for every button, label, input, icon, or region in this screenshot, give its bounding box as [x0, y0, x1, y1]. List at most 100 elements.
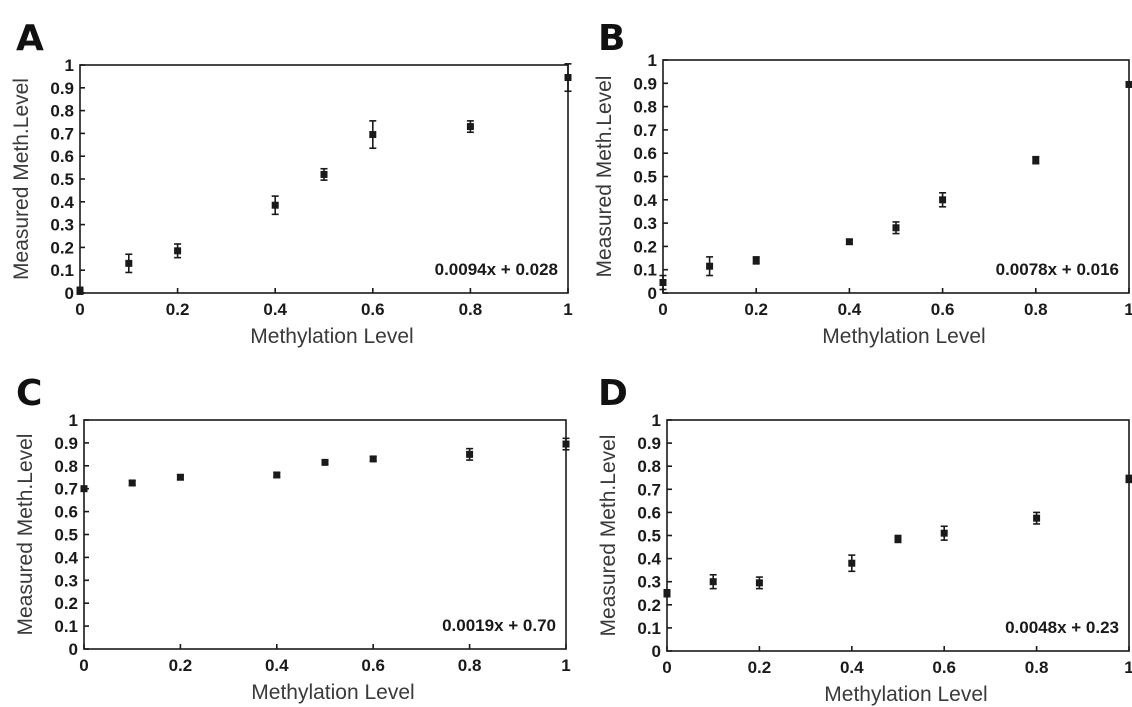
point-marker	[273, 471, 281, 479]
y-tick-label: 0.3	[50, 216, 74, 235]
data-point	[848, 554, 856, 573]
x-tick-label: 0.8	[458, 656, 482, 675]
y-tick-label: 0.5	[633, 168, 657, 187]
y-axis-label: Measured Meth.Level	[14, 434, 37, 636]
x-axis-label: Methylation Level	[822, 325, 985, 348]
data-point	[894, 534, 902, 544]
point-marker	[76, 287, 84, 295]
panel-a: A 0 0.1 0.2 0.3 0.4 0.5 0.6 0.7 0.8 0.9 1 0 0.2 0.4 0.6…	[10, 18, 573, 348]
panel-d: D 0 0.1 0.2 0.3 0.4 0.5 0.6 0.7 0.8 0.9 1 0 0.2 0.4 0.6…	[597, 373, 1132, 706]
y-tick-label: 0.8	[50, 102, 74, 121]
x-tick-label: 0.4	[840, 658, 864, 677]
x-tick-label: 0.6	[361, 656, 385, 675]
x-tick-label: 0.2	[166, 300, 190, 319]
y-tick-label: 0.6	[50, 147, 74, 166]
x-tick-label: 0.8	[1024, 300, 1048, 319]
y-tick-label: 0	[69, 640, 78, 659]
y-tick-label: 0.4	[637, 550, 661, 569]
data-point	[125, 253, 133, 274]
y-tick-label: 0.7	[54, 480, 78, 499]
y-tick-label: 0.6	[54, 503, 78, 522]
x-axis-label: Methylation Level	[824, 683, 987, 706]
point-marker	[1032, 156, 1040, 164]
data-point	[80, 485, 88, 493]
y-tick-label: 0.3	[633, 214, 657, 233]
y-tick-label: 0.8	[637, 457, 661, 476]
panel-c: C 0 0.1 0.2 0.3 0.4 0.5 0.6 0.7 0.8 0.9 1 0 0.2 0.4 0.6…	[14, 373, 571, 704]
x-tick-label: 0.8	[1025, 658, 1049, 677]
x-tick-label: 0.8	[459, 300, 483, 319]
y-tick-label: 0.6	[637, 503, 661, 522]
panel-b: B 0 0.1 0.2 0.3 0.4 0.5 0.6 0.7 0.8 0.9 1 0 0.2 0.4 0.6…	[593, 18, 1132, 348]
point-marker	[892, 224, 900, 232]
y-tick-label: 0.8	[633, 98, 657, 117]
data-point	[1125, 80, 1132, 88]
x-tick-label: 1	[1124, 658, 1132, 677]
point-marker	[752, 256, 760, 264]
x-tick-label: 0.4	[263, 300, 287, 319]
data-point	[709, 573, 717, 590]
y-tick-label: 1	[65, 56, 74, 75]
y-tick-label: 0.7	[633, 121, 657, 140]
y-tick-label: 1	[652, 411, 661, 430]
data-point	[663, 588, 671, 598]
y-tick-label: 0.5	[50, 170, 74, 189]
data-point	[845, 238, 853, 246]
x-tick-label: 1	[561, 656, 570, 675]
panel-label: D	[598, 373, 628, 414]
y-axis-label: Measured Meth.Level	[10, 78, 33, 280]
x-tick-label: 0.6	[361, 300, 385, 319]
y-tick-label: 0.1	[633, 261, 657, 280]
y-tick-label: 1	[69, 411, 78, 430]
plot-frame	[83, 419, 567, 650]
point-marker	[845, 238, 853, 246]
y-tick-label: 0.5	[54, 526, 78, 545]
point-marker	[894, 535, 902, 543]
y-tick-label: 0	[65, 284, 74, 303]
point-marker	[940, 529, 948, 537]
y-tick-label: 0.5	[637, 527, 661, 546]
y-tick-label: 0.9	[54, 434, 78, 453]
y-axis-label: Measured Meth.Level	[593, 76, 616, 278]
x-tick-label: 0.2	[169, 656, 193, 675]
y-tick-label: 0.9	[633, 74, 657, 93]
x-tick-label: 0.4	[265, 656, 289, 675]
point-marker	[466, 123, 474, 131]
point-marker	[321, 458, 329, 466]
data-point	[369, 120, 377, 150]
y-tick-label: 0.6	[633, 144, 657, 163]
y-tick-label: 0.2	[637, 596, 661, 615]
point-marker	[663, 589, 671, 597]
data-point	[128, 479, 136, 487]
data-point	[659, 274, 667, 291]
data-point	[321, 458, 329, 466]
data-point	[271, 195, 279, 216]
panel-label: B	[598, 18, 625, 59]
y-tick-label: 0.3	[54, 571, 78, 590]
x-tick-label: 0.6	[932, 658, 956, 677]
point-marker	[562, 440, 570, 448]
data-point	[466, 447, 474, 461]
data-point	[1125, 474, 1132, 484]
point-marker	[659, 279, 667, 287]
regression-equation: 0.0094x + 0.028	[435, 260, 558, 279]
point-marker	[125, 259, 133, 267]
point-marker	[369, 131, 377, 139]
data-point	[320, 167, 328, 181]
point-marker	[755, 579, 763, 587]
y-tick-label: 0.4	[633, 191, 657, 210]
y-tick-label: 0.3	[637, 573, 661, 592]
panel-label: A	[16, 18, 44, 59]
point-marker	[1125, 475, 1132, 483]
panel-label: C	[16, 373, 42, 414]
y-tick-label: 0.2	[54, 594, 78, 613]
point-marker	[271, 201, 279, 209]
point-marker	[320, 170, 328, 178]
point-marker	[564, 74, 572, 82]
x-axis-label: Methylation Level	[251, 681, 414, 704]
y-tick-label: 0.7	[50, 124, 74, 143]
regression-equation: 0.0078x + 0.016	[996, 260, 1119, 279]
y-tick-label: 0	[652, 642, 661, 661]
data-point	[562, 437, 570, 451]
y-tick-label: 0	[648, 284, 657, 303]
